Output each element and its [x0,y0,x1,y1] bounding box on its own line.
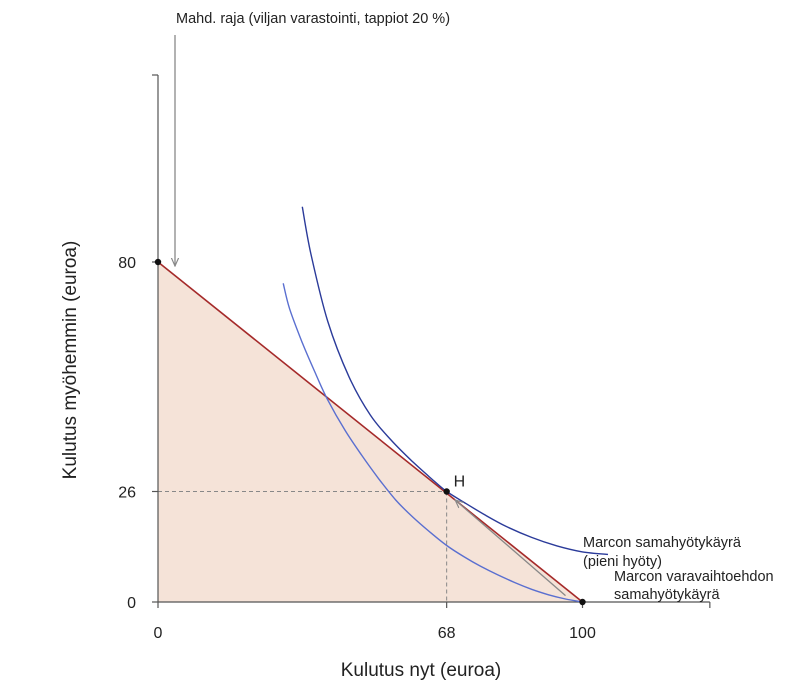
y-tick-label: 26 [118,485,136,502]
annotation-reservation-curve-line1: Marcon varavaihtoehdon [614,569,774,585]
budget-line [157,261,584,603]
annotation-indifference-curve-line1: Marcon samahyötykäyrä [583,535,742,551]
point-h [443,488,450,495]
annotation-reservation-curve-line2: samahyötykäyrä [614,587,721,603]
x-tick-label: 68 [438,625,456,642]
indifference-curve-high [301,206,609,556]
point-marker [154,258,162,266]
point-marker [579,598,586,606]
annotation-feasible-frontier: Mahd. raja (viljan varastointi, tappiot … [176,11,450,27]
point-label-h: H [454,474,466,491]
y-axis-title: Kulutus myöhemmin (euroa) [60,241,81,480]
y-tick-label: 80 [118,255,136,272]
x-tick-label: 0 [154,625,163,642]
indifference-curve-reservation [282,283,583,603]
x-axis-title: Kulutus nyt (euroa) [341,660,502,681]
y-tick-label: 0 [127,595,136,612]
annotation-indifference-curve-line2: (pieni hyöty) [583,554,662,570]
x-tick-label: 100 [569,625,596,642]
shift-arrow [455,500,566,597]
